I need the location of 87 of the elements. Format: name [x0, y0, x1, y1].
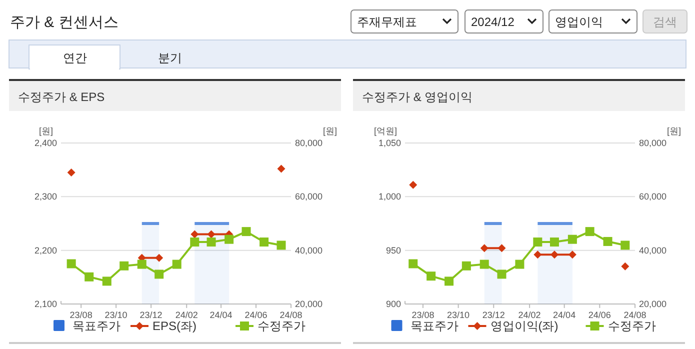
legend-label: 목표주가 [410, 319, 458, 333]
text: 주가 & 컨센서스 [10, 14, 118, 31]
y-tick-label: 2,200 [34, 245, 57, 256]
point [276, 240, 286, 250]
point [550, 238, 559, 247]
point [67, 168, 76, 177]
point [206, 238, 216, 247]
y2-tick-label: 80,000 [295, 138, 323, 148]
point [190, 238, 200, 247]
chart-title: 수정주가 & EPS [18, 90, 105, 104]
x-tick-label: 23/12 [140, 310, 162, 320]
point [120, 261, 129, 270]
point [190, 230, 199, 238]
y2-tick-label: 40,000 [639, 245, 667, 256]
y2-tick-label: 20,000 [295, 299, 323, 309]
y-axis-title: [원] [38, 126, 53, 136]
y2-tick-label: 20,000 [639, 299, 667, 309]
text: 연간 [63, 51, 87, 65]
point [480, 260, 489, 269]
y-tick-label: 900 [386, 299, 401, 309]
point [444, 276, 454, 286]
point [409, 180, 418, 189]
point [277, 164, 286, 173]
point [550, 250, 558, 259]
legend-label: 영업이익(좌) [490, 319, 558, 333]
text: 2024/12 [471, 15, 515, 29]
point [497, 270, 506, 279]
legend-label: EPS(좌) [152, 319, 197, 333]
x-tick-label: 24/08 [624, 310, 646, 320]
point [603, 236, 612, 246]
y-tick-label: 2,100 [34, 299, 57, 309]
y-tick-label: 1,000 [378, 192, 401, 202]
point [155, 254, 164, 262]
x-tick-label: 24/06 [588, 310, 611, 320]
y2-tick-label: 80,000 [639, 138, 667, 148]
chart-title: 수정주가 & 영업이익 [362, 90, 473, 104]
y2-tick-label: 60,000 [295, 192, 323, 202]
x-tick-label: 24/08 [280, 310, 302, 320]
point [207, 230, 216, 238]
y2-tick-label: 60,000 [639, 192, 667, 202]
point [66, 259, 76, 268]
text: 영업이익 [555, 15, 603, 29]
point [408, 259, 418, 268]
text: 분기 [158, 51, 182, 65]
point [534, 250, 542, 259]
point [533, 238, 542, 247]
point [102, 276, 112, 286]
x-tick-label: 24/04 [210, 310, 232, 320]
point [172, 260, 182, 269]
legend-label: 수정주가 [258, 319, 306, 333]
point [224, 234, 234, 244]
text: 주재무제표 [357, 15, 417, 29]
text: 검색 [653, 15, 677, 29]
y2-axis-title: [원] [666, 126, 681, 136]
y-tick-label: 1,050 [378, 138, 401, 148]
y2-tick-label: 40,000 [295, 245, 323, 256]
x-tick-label: 23/10 [447, 310, 470, 320]
y-tick-label: 2,300 [34, 192, 57, 202]
point [568, 234, 577, 244]
x-tick-label: 23/08 [412, 310, 434, 320]
point [515, 260, 524, 269]
y-tick-label: 2,400 [34, 138, 57, 148]
x-tick-label: 24/02 [518, 310, 541, 320]
point [480, 244, 488, 252]
y-tick-label: 950 [386, 245, 401, 256]
y-axis-title: [억원] [374, 126, 397, 136]
point [84, 272, 94, 282]
point [585, 227, 594, 236]
point [620, 240, 630, 250]
y2-axis-title: [원] [322, 126, 337, 136]
point [462, 261, 471, 270]
x-tick-label: 23/12 [482, 310, 505, 320]
x-tick-label: 24/06 [244, 310, 268, 320]
legend-label: 목표주가 [72, 319, 120, 333]
point [621, 262, 630, 270]
point [137, 260, 146, 269]
point [260, 238, 269, 247]
point [242, 227, 251, 236]
x-tick-label: 23/10 [104, 310, 128, 320]
point [568, 250, 576, 259]
x-tick-label: 23/08 [70, 310, 92, 320]
legend-label: 수정주가 [608, 319, 656, 333]
x-tick-label: 24/04 [553, 310, 576, 320]
point [498, 244, 506, 252]
point [426, 272, 436, 281]
x-tick-label: 24/02 [175, 310, 198, 320]
point [154, 270, 164, 279]
